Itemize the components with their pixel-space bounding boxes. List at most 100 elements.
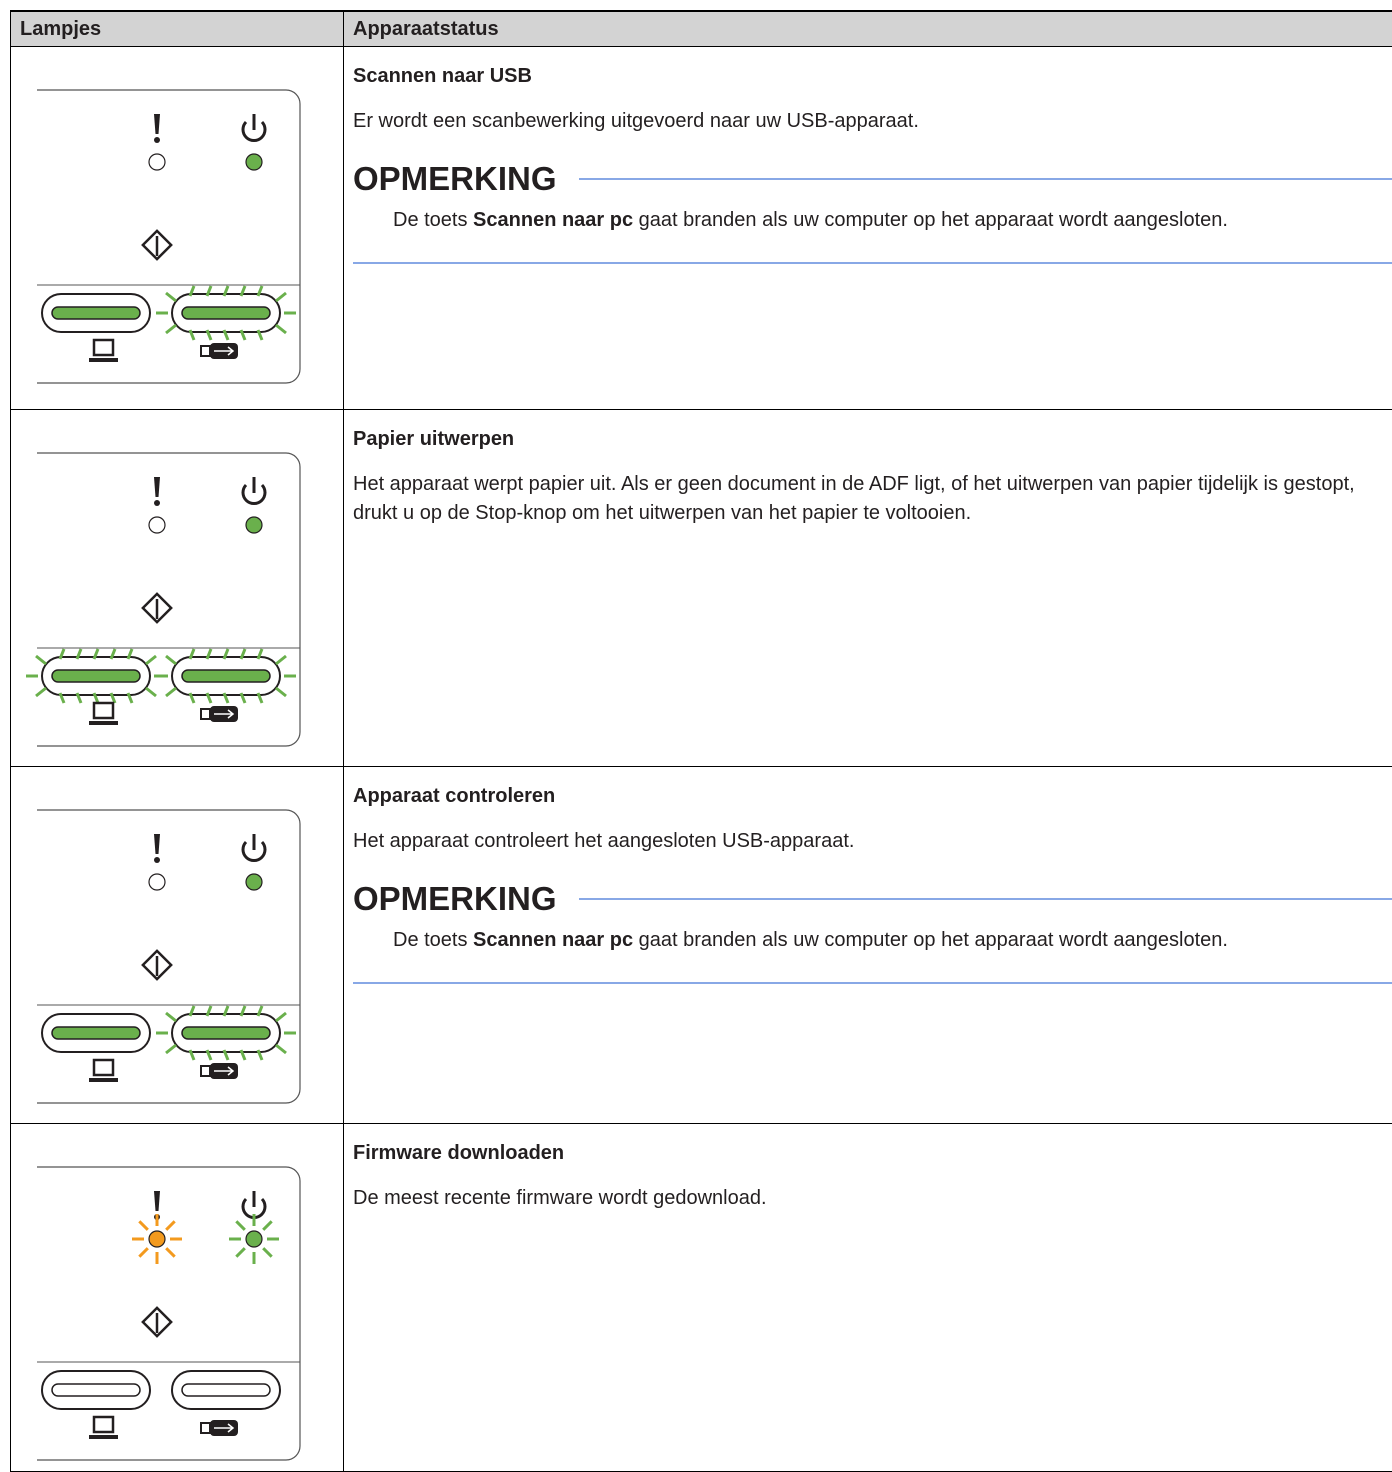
blink-ray — [75, 692, 83, 704]
status-title: Scannen naar USB — [353, 65, 532, 87]
blink-ray — [188, 692, 196, 704]
note-rule — [578, 178, 1392, 180]
blink-ray — [256, 692, 264, 704]
error-icon-dot — [154, 500, 160, 506]
table-row: Apparaat controleren Het apparaat control… — [10, 767, 1392, 1124]
button-light — [181, 1383, 271, 1397]
control-panel — [37, 809, 301, 1104]
blink-ray — [92, 692, 100, 704]
blink-ray — [58, 692, 66, 704]
blink-ray — [165, 686, 177, 698]
blink-ray — [222, 329, 230, 341]
header-label: Apparaatstatus — [353, 18, 499, 40]
pc-icon — [92, 1415, 115, 1434]
usb-icon — [200, 345, 211, 357]
note-heading: OPMERKING — [353, 880, 1392, 918]
pc-icon — [89, 721, 118, 725]
status-lamp — [245, 873, 263, 891]
usb-icon — [214, 346, 235, 356]
usb-icon — [214, 1066, 235, 1076]
pc-icon — [89, 358, 118, 362]
blink-ray — [109, 648, 117, 660]
blink-ray — [188, 1005, 196, 1017]
note-text-part: De toets — [393, 929, 474, 951]
note-rule — [578, 898, 1392, 900]
blink-ray — [145, 654, 157, 666]
note-text-part: De toets — [393, 209, 474, 231]
blink-ray — [262, 1247, 273, 1258]
note-label: OPMERKING — [353, 880, 557, 917]
blink-ray — [145, 686, 157, 698]
blink-ray — [222, 1049, 230, 1061]
note-label: OPMERKING — [353, 160, 557, 197]
header-cell: Apparaatstatus — [343, 10, 1392, 47]
blink-ray — [239, 329, 247, 341]
blink-ray — [205, 329, 213, 341]
panel-outline — [37, 452, 301, 747]
blink-ray — [222, 285, 230, 297]
blink-ray — [275, 1011, 287, 1023]
status-text: De meest recente firmware wordt gedownlo… — [353, 1187, 767, 1209]
note-text: De toets Scannen naar pc gaat branden al… — [393, 205, 1352, 236]
status-text: Het apparaat werpt papier uit. Als er ge… — [353, 473, 1355, 524]
status-cell: Firmware downloaden De meest recente firm… — [343, 1124, 1392, 1471]
blink-ray — [275, 291, 287, 303]
blink-ray — [275, 1043, 287, 1055]
status-lamp — [148, 1230, 166, 1248]
blink-ray — [165, 654, 177, 666]
usb-icon — [200, 708, 211, 720]
blink-ray — [165, 1011, 177, 1023]
pc-icon — [92, 1058, 115, 1077]
blink-ray — [239, 1005, 247, 1017]
control-panel — [37, 89, 301, 384]
blink-ray — [239, 1049, 247, 1061]
blink-ray — [205, 692, 213, 704]
panel-outline — [37, 1166, 301, 1461]
blink-ray — [35, 686, 47, 698]
blink-ray — [75, 648, 83, 660]
table-row: Scannen naar USB Er wordt een scanbewerki… — [10, 47, 1392, 410]
blink-ray — [239, 285, 247, 297]
status-text: Er wordt een scanbewerking uitgevoerd na… — [353, 110, 919, 132]
status-cell: Scannen naar USB Er wordt een scanbewerki… — [343, 47, 1392, 409]
blink-ray — [205, 1049, 213, 1061]
blink-ray — [239, 692, 247, 704]
usb-icon — [200, 1422, 211, 1434]
column-divider — [343, 10, 344, 1472]
blink-ray — [235, 1220, 246, 1231]
blink-ray — [256, 1049, 264, 1061]
button-light — [51, 1383, 141, 1397]
blink-ray — [35, 654, 47, 666]
blink-ray — [165, 291, 177, 303]
blink-ray — [275, 686, 287, 698]
blink-ray — [165, 1247, 176, 1258]
blink-ray — [205, 648, 213, 660]
blink-ray — [275, 323, 287, 335]
blink-ray — [262, 1220, 273, 1231]
button-light — [51, 306, 141, 320]
blink-ray — [58, 648, 66, 660]
blink-ray — [109, 692, 117, 704]
status-text: Het apparaat controleert het aangesloten… — [353, 830, 855, 852]
blink-ray — [188, 1049, 196, 1061]
note-text-part: gaat branden als uw computer op het appa… — [633, 929, 1228, 951]
blink-ray — [165, 1220, 176, 1231]
status-lamp — [245, 1230, 263, 1248]
blink-ray — [126, 648, 134, 660]
blink-ray — [256, 329, 264, 341]
error-icon — [154, 834, 160, 854]
table-row: Firmware downloaden De meest recente firm… — [10, 1124, 1392, 1472]
blink-ray — [138, 1220, 149, 1231]
status-cell: Apparaat controleren Het apparaat control… — [343, 767, 1392, 1123]
blink-ray — [188, 285, 196, 297]
blink-ray — [222, 692, 230, 704]
blink-ray — [138, 1247, 149, 1258]
button-light — [181, 1026, 271, 1040]
blink-ray — [222, 1005, 230, 1017]
panel-outline — [37, 809, 301, 1104]
table-border — [10, 10, 11, 1472]
button-light — [51, 1026, 141, 1040]
blink-ray — [275, 654, 287, 666]
note-text-part: gaat branden als uw computer op het appa… — [633, 209, 1228, 231]
button-light — [181, 306, 271, 320]
